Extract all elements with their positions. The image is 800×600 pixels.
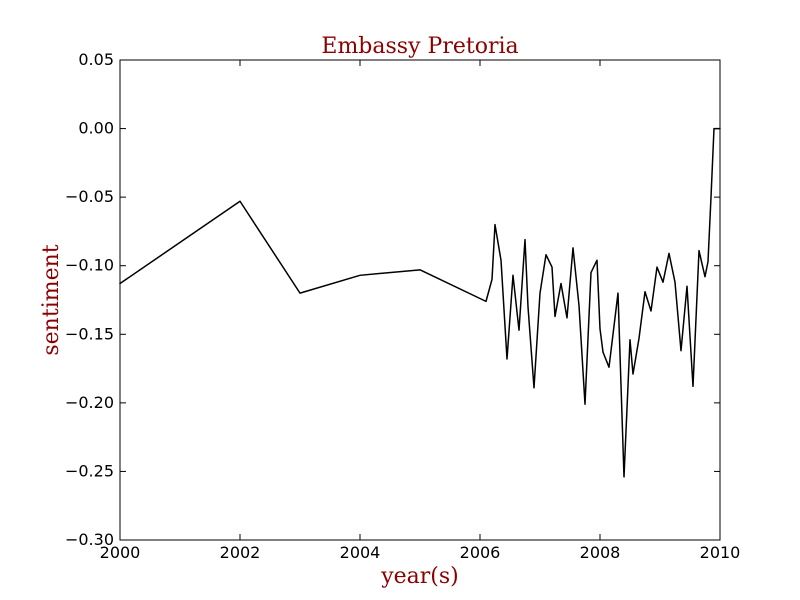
plot-area-frame <box>119 59 721 541</box>
x-tick-label-2000: 2000 <box>100 543 141 562</box>
x-tick-label-2008: 2008 <box>580 543 621 562</box>
y-tick-label-7: −0.30 <box>65 530 114 549</box>
y-tick-label-6: −0.25 <box>65 461 114 480</box>
x-tick-label-2010: 2010 <box>700 543 741 562</box>
x-axis-label: year(s) <box>380 564 459 589</box>
y-tick-label-0: 0.05 <box>78 50 114 69</box>
chart-title: Embassy Pretoria <box>321 34 518 59</box>
y-tick-label-1: 0.00 <box>78 119 114 138</box>
y-tick-label-2: −0.05 <box>65 187 114 206</box>
y-tick-label-4: −0.15 <box>65 324 114 343</box>
x-tick-label-2004: 2004 <box>340 543 381 562</box>
x-tick-label-2006: 2006 <box>460 543 501 562</box>
series-line-0 <box>119 127 721 478</box>
y-axis-label: sentiment <box>39 244 64 355</box>
x-axis-ticks: 2000 2002 2004 2006 2008 2010 <box>100 60 741 562</box>
y-axis-ticks: 0.05 0.00 −0.05 −0.10 −0.15 −0.20 −0.25 −0.30 <box>65 50 720 549</box>
y-tick-label-5: −0.20 <box>65 393 114 412</box>
x-tick-label-2002: 2002 <box>220 543 261 562</box>
y-tick-label-3: −0.10 <box>65 256 114 275</box>
series-layer <box>119 127 721 478</box>
